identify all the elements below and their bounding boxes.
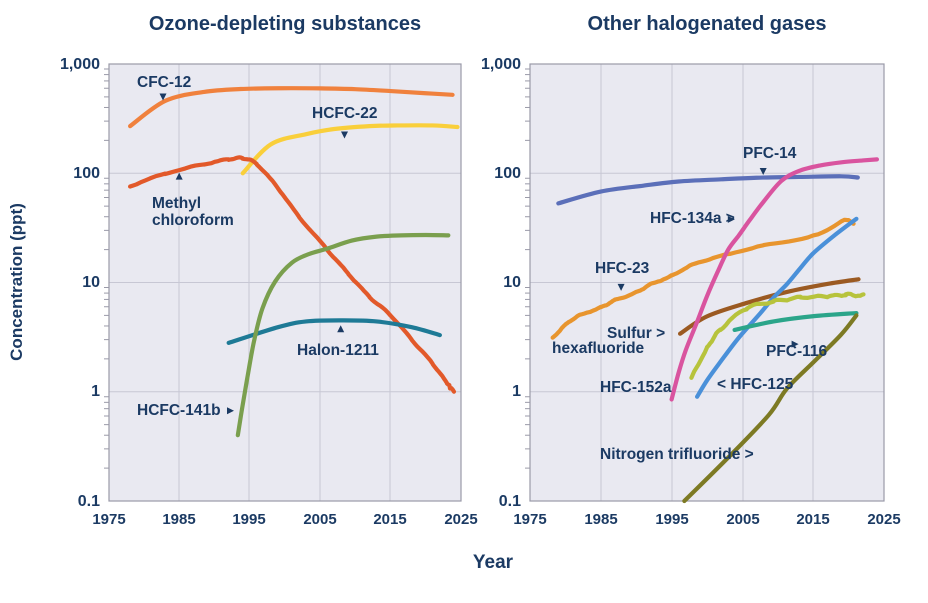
svg-text:chloroform: chloroform (152, 212, 234, 229)
svg-text:100: 100 (494, 165, 521, 182)
svg-text:2005: 2005 (726, 511, 759, 528)
svg-text:CFC-12: CFC-12 (137, 74, 191, 91)
svg-text:2025: 2025 (444, 511, 477, 528)
svg-text:PFC-14: PFC-14 (743, 145, 797, 162)
svg-text:HFC-134a >: HFC-134a > (650, 210, 735, 227)
svg-text:1: 1 (512, 383, 521, 400)
svg-text:HFC-152a: HFC-152a (600, 379, 672, 396)
svg-text:HFC-23: HFC-23 (595, 260, 650, 277)
svg-text:PFC-116: PFC-116 (766, 343, 828, 360)
svg-text:hexafluoride: hexafluoride (552, 340, 645, 357)
svg-text:HCFC-141b: HCFC-141b (137, 402, 221, 419)
svg-text:Concentration (ppt): Concentration (ppt) (7, 203, 26, 361)
svg-text:1: 1 (91, 383, 100, 400)
svg-text:1,000: 1,000 (481, 56, 521, 73)
svg-text:2025: 2025 (867, 511, 900, 528)
svg-text:Ozone-depleting substances: Ozone-depleting substances (149, 13, 421, 35)
svg-text:10: 10 (82, 274, 100, 291)
svg-text:Nitrogen trifluoride >: Nitrogen trifluoride > (600, 446, 754, 463)
svg-text:2015: 2015 (796, 511, 829, 528)
svg-text:2005: 2005 (303, 511, 336, 528)
svg-text:10: 10 (503, 274, 521, 291)
svg-text:100: 100 (73, 165, 100, 182)
svg-text:Other halogenated gases: Other halogenated gases (588, 13, 827, 35)
svg-text:1995: 1995 (232, 511, 265, 528)
svg-text:1985: 1985 (162, 511, 195, 528)
svg-text:1995: 1995 (655, 511, 688, 528)
svg-text:0.1: 0.1 (499, 493, 521, 510)
svg-text:2015: 2015 (373, 511, 406, 528)
svg-text:0.1: 0.1 (78, 493, 100, 510)
svg-text:1,000: 1,000 (60, 56, 100, 73)
svg-text:1985: 1985 (584, 511, 617, 528)
svg-text:< HFC-125: < HFC-125 (717, 376, 794, 393)
svg-text:Methyl: Methyl (152, 195, 201, 212)
svg-text:1975: 1975 (513, 511, 546, 528)
svg-text:Halon-1211: Halon-1211 (297, 342, 379, 359)
svg-text:HCFC-22: HCFC-22 (312, 105, 377, 122)
svg-text:1975: 1975 (92, 511, 125, 528)
svg-text:Year: Year (473, 552, 514, 573)
